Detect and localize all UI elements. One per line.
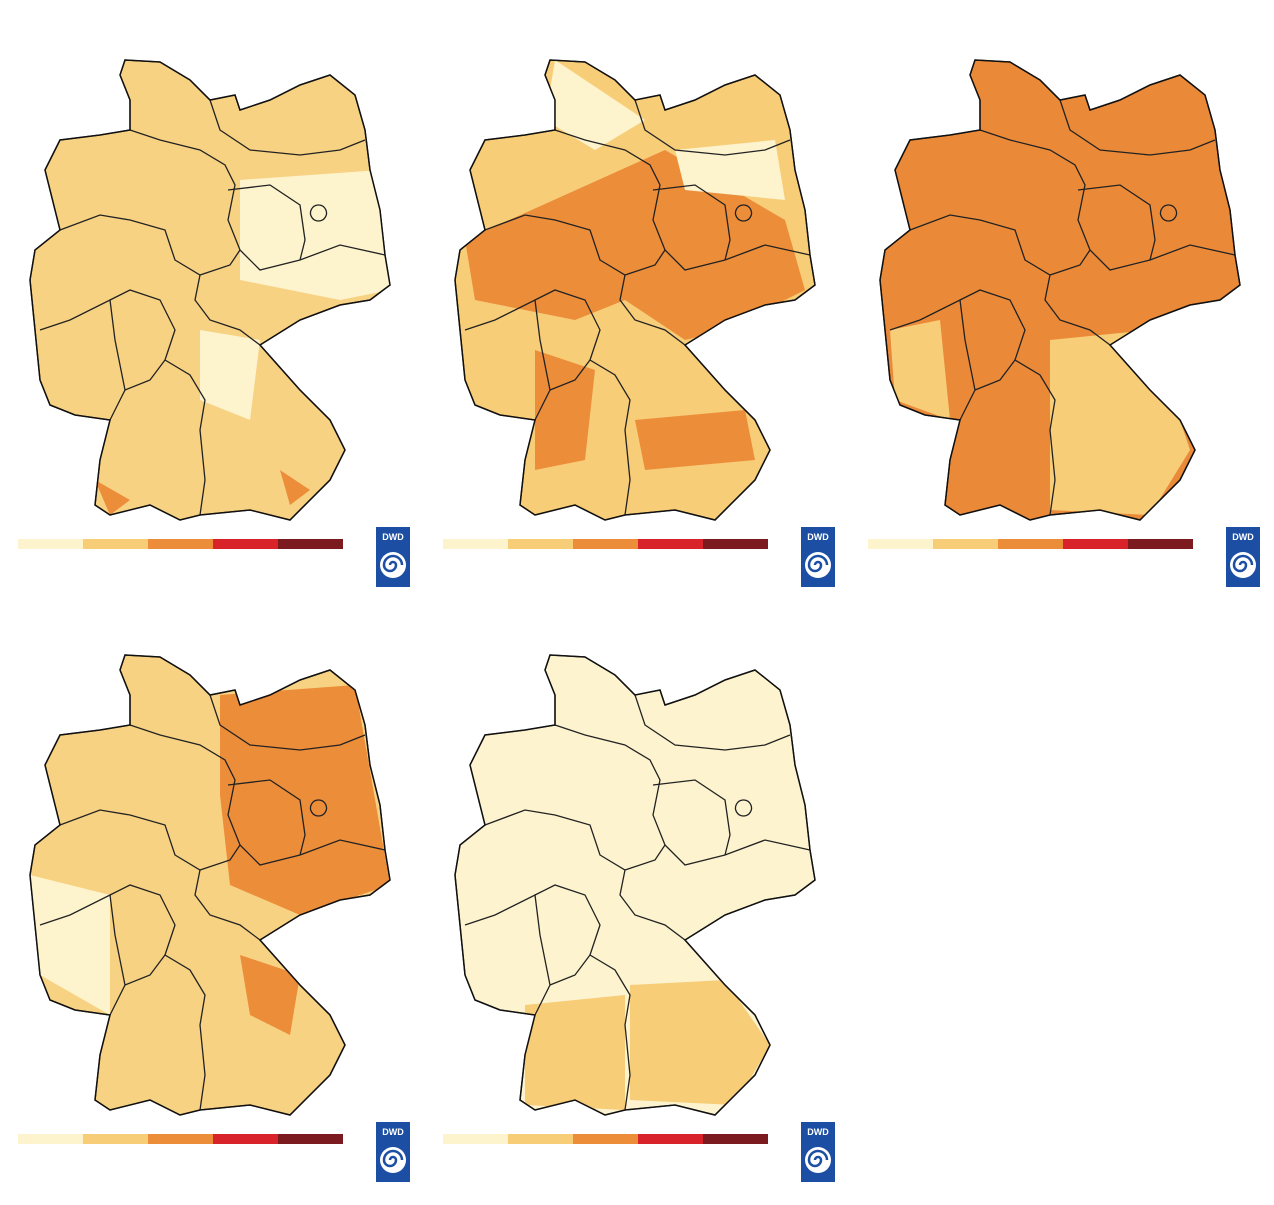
- map-panel: DWD: [868, 59, 1260, 587]
- map-panel: DWD: [443, 654, 835, 1182]
- map-panel: DWD: [443, 59, 835, 587]
- region: [240, 955, 300, 1035]
- legend-swatch: [148, 539, 213, 549]
- region-fill: [525, 980, 770, 1110]
- legend-swatch: [278, 539, 343, 549]
- logo-text: DWD: [1232, 532, 1254, 542]
- legend-swatch: [213, 1134, 278, 1144]
- logo-spiral: [382, 1149, 404, 1168]
- region: [630, 980, 770, 1105]
- legend-swatch: [998, 539, 1063, 549]
- region: [240, 170, 390, 300]
- logo-spiral: [807, 554, 829, 573]
- region-fill: [95, 170, 390, 515]
- legend-swatch: [148, 1134, 213, 1144]
- logo-spiral: [807, 1149, 829, 1168]
- legend-swatch: [278, 1134, 343, 1144]
- region: [890, 320, 950, 420]
- logo-spiral: [1232, 554, 1254, 573]
- legend-swatch: [638, 539, 703, 549]
- legend-swatch: [508, 539, 573, 549]
- legend-swatch: [703, 1134, 768, 1144]
- region: [95, 480, 130, 515]
- region: [535, 350, 595, 470]
- map-panel: DWD: [18, 654, 410, 1182]
- logo-text: DWD: [807, 1127, 829, 1137]
- region: [200, 330, 260, 420]
- region: [30, 875, 110, 1015]
- logo-text: DWD: [382, 532, 404, 542]
- region: [545, 60, 645, 150]
- logo-spiral: [382, 554, 404, 573]
- legend-swatch: [213, 539, 278, 549]
- legend-swatch: [638, 1134, 703, 1144]
- legend-swatch: [573, 539, 638, 549]
- region-fill: [30, 685, 390, 1035]
- region: [280, 470, 310, 505]
- legend-swatch: [508, 1134, 573, 1144]
- legend-swatch: [868, 539, 933, 549]
- legend-swatch: [83, 539, 148, 549]
- logo-text: DWD: [382, 1127, 404, 1137]
- legend-swatch: [573, 1134, 638, 1144]
- region: [635, 410, 755, 470]
- legend-swatch: [1063, 539, 1128, 549]
- map-panel: DWD: [18, 59, 410, 587]
- legend-swatch: [933, 539, 998, 549]
- region: [525, 995, 625, 1110]
- legend-swatch: [18, 1134, 83, 1144]
- legend-swatch: [18, 539, 83, 549]
- legend-swatch: [443, 1134, 508, 1144]
- region: [675, 140, 785, 200]
- legend-swatch: [83, 1134, 148, 1144]
- logo-text: DWD: [807, 532, 829, 542]
- region: [220, 685, 390, 915]
- legend-swatch: [1128, 539, 1193, 549]
- legend-swatch: [703, 539, 768, 549]
- legend-swatch: [443, 539, 508, 549]
